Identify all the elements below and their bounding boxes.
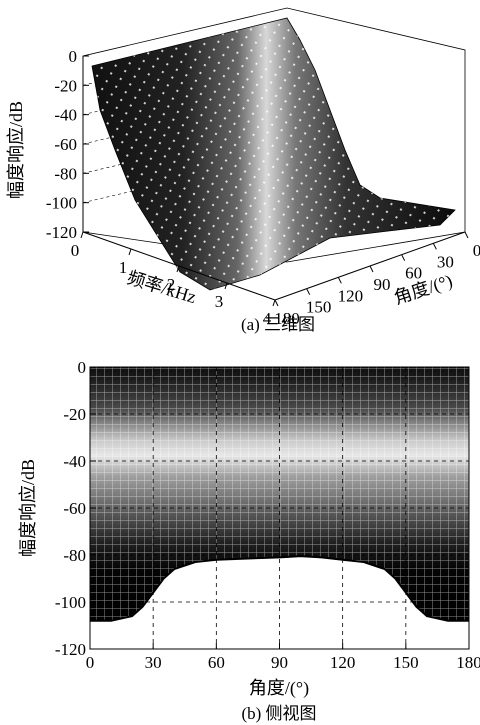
chart-a-y-tick-label: 150: [306, 298, 332, 317]
chart-b-y-tick-label: -120: [55, 640, 86, 659]
chart-a-y-tick-mark: [369, 265, 374, 273]
chart-a-y-tick-mark: [432, 243, 437, 250]
chart-a-y-tick-mark: [401, 254, 406, 261]
chart-a-y-tick-mark: [306, 288, 311, 295]
chart-b-side-view: 0 30 60 90 120 150 180 0 -20 -40 -60 -80 -100 -120 幅…: [18, 358, 480, 723]
chart-a-y-tick-label: 30: [437, 252, 454, 271]
chart-a-x-tick-mark: [80, 231, 84, 239]
chart-b-caption: (b) 侧视图: [241, 704, 316, 723]
chart-a-z-tick-label: -20: [54, 76, 77, 95]
chart-a-zlabel: 幅度响应/dB: [6, 101, 26, 199]
chart-b-y-ticks: 0 -20 -40 -60 -80 -100 -120: [55, 358, 96, 659]
chart-b-y-tick-label: -20: [63, 405, 86, 424]
chart-b-ylabel: 幅度响应/dB: [18, 459, 38, 557]
chart-b-series-line: [90, 555, 469, 622]
chart-b-grid: [90, 367, 469, 649]
chart-a-y-tick-label: 60: [405, 264, 422, 283]
chart-a-y-tick-mark: [274, 299, 279, 307]
chart-a-z-tick-label: -100: [46, 194, 77, 213]
chart-a-y-ticks: 0 30 60 90 120 150 180: [274, 231, 480, 328]
chart-a-y-tick-mark: [337, 277, 342, 284]
chart-a-z-tick-label: -40: [54, 106, 77, 125]
chart-a-x-tick-label: 3: [215, 292, 224, 311]
chart-a-y-tick-label: 90: [374, 275, 391, 294]
chart-a-x-tick-mark: [176, 265, 180, 273]
chart-a-z-tick-label: 0: [69, 47, 78, 66]
chart-a-z-tick-label: -80: [54, 164, 77, 183]
chart-b-x-ticks: 0 30 60 90 120 150 180: [86, 643, 480, 672]
chart-b-y-tick-label: -60: [63, 499, 86, 518]
chart-a-3d-surface: 0 -20 -40 -60 -80 -100 -120 0 1 2 3 4 0 30 60 90 120 15…: [6, 7, 480, 334]
chart-a-y-tick-label: 0: [473, 241, 480, 260]
chart-b-xlabel: 角度/(°): [249, 678, 309, 699]
chart-b-band-mesh: [90, 367, 469, 621]
chart-a-y-tick-mark: [464, 231, 469, 239]
chart-b-x-tick-label: 0: [86, 653, 95, 672]
chart-a-x-tick-label: 1: [119, 258, 128, 277]
chart-b-x-tick-label: 180: [456, 653, 480, 672]
chart-b-x-tick-label: 60: [208, 653, 225, 672]
chart-a-caption: (a) 三维图: [241, 315, 315, 334]
chart-a-x-tick-label: 4: [263, 309, 272, 328]
chart-a-x-tick-label: 0: [71, 241, 80, 260]
chart-b-x-tick-label: 90: [271, 653, 288, 672]
chart-b-y-tick-label: 0: [78, 358, 87, 377]
chart-a-y-tick-label: 180: [274, 309, 300, 328]
chart-a-surface-texture: [92, 18, 455, 290]
chart-a-x-tick-mark: [224, 282, 228, 290]
chart-a-x-tick-label: 2: [167, 275, 176, 294]
chart-a-y-tick-label: 120: [338, 286, 364, 305]
chart-a-z-ticks: 0 -20 -40 -60 -80 -100 -120: [46, 47, 89, 242]
chart-a-x-ticks: 0 1 2 3 4: [71, 231, 276, 328]
chart-b-x-tick-label: 120: [330, 653, 356, 672]
chart-a-z-tick-label: -120: [46, 223, 77, 242]
chart-a-x-tick-mark: [272, 299, 276, 307]
chart-a-ylabel: 角度/(°): [391, 270, 455, 309]
chart-b-y-tick-label: -80: [63, 546, 86, 565]
chart-b-x-tick-label: 150: [393, 653, 419, 672]
chart-a-z-tick-label: -60: [54, 135, 77, 154]
chart-a-x-tick-mark: [128, 248, 132, 256]
chart-b-y-tick-label: -100: [55, 593, 86, 612]
chart-b-y-tick-label: -40: [63, 452, 86, 471]
chart-b-x-tick-label: 30: [145, 653, 162, 672]
